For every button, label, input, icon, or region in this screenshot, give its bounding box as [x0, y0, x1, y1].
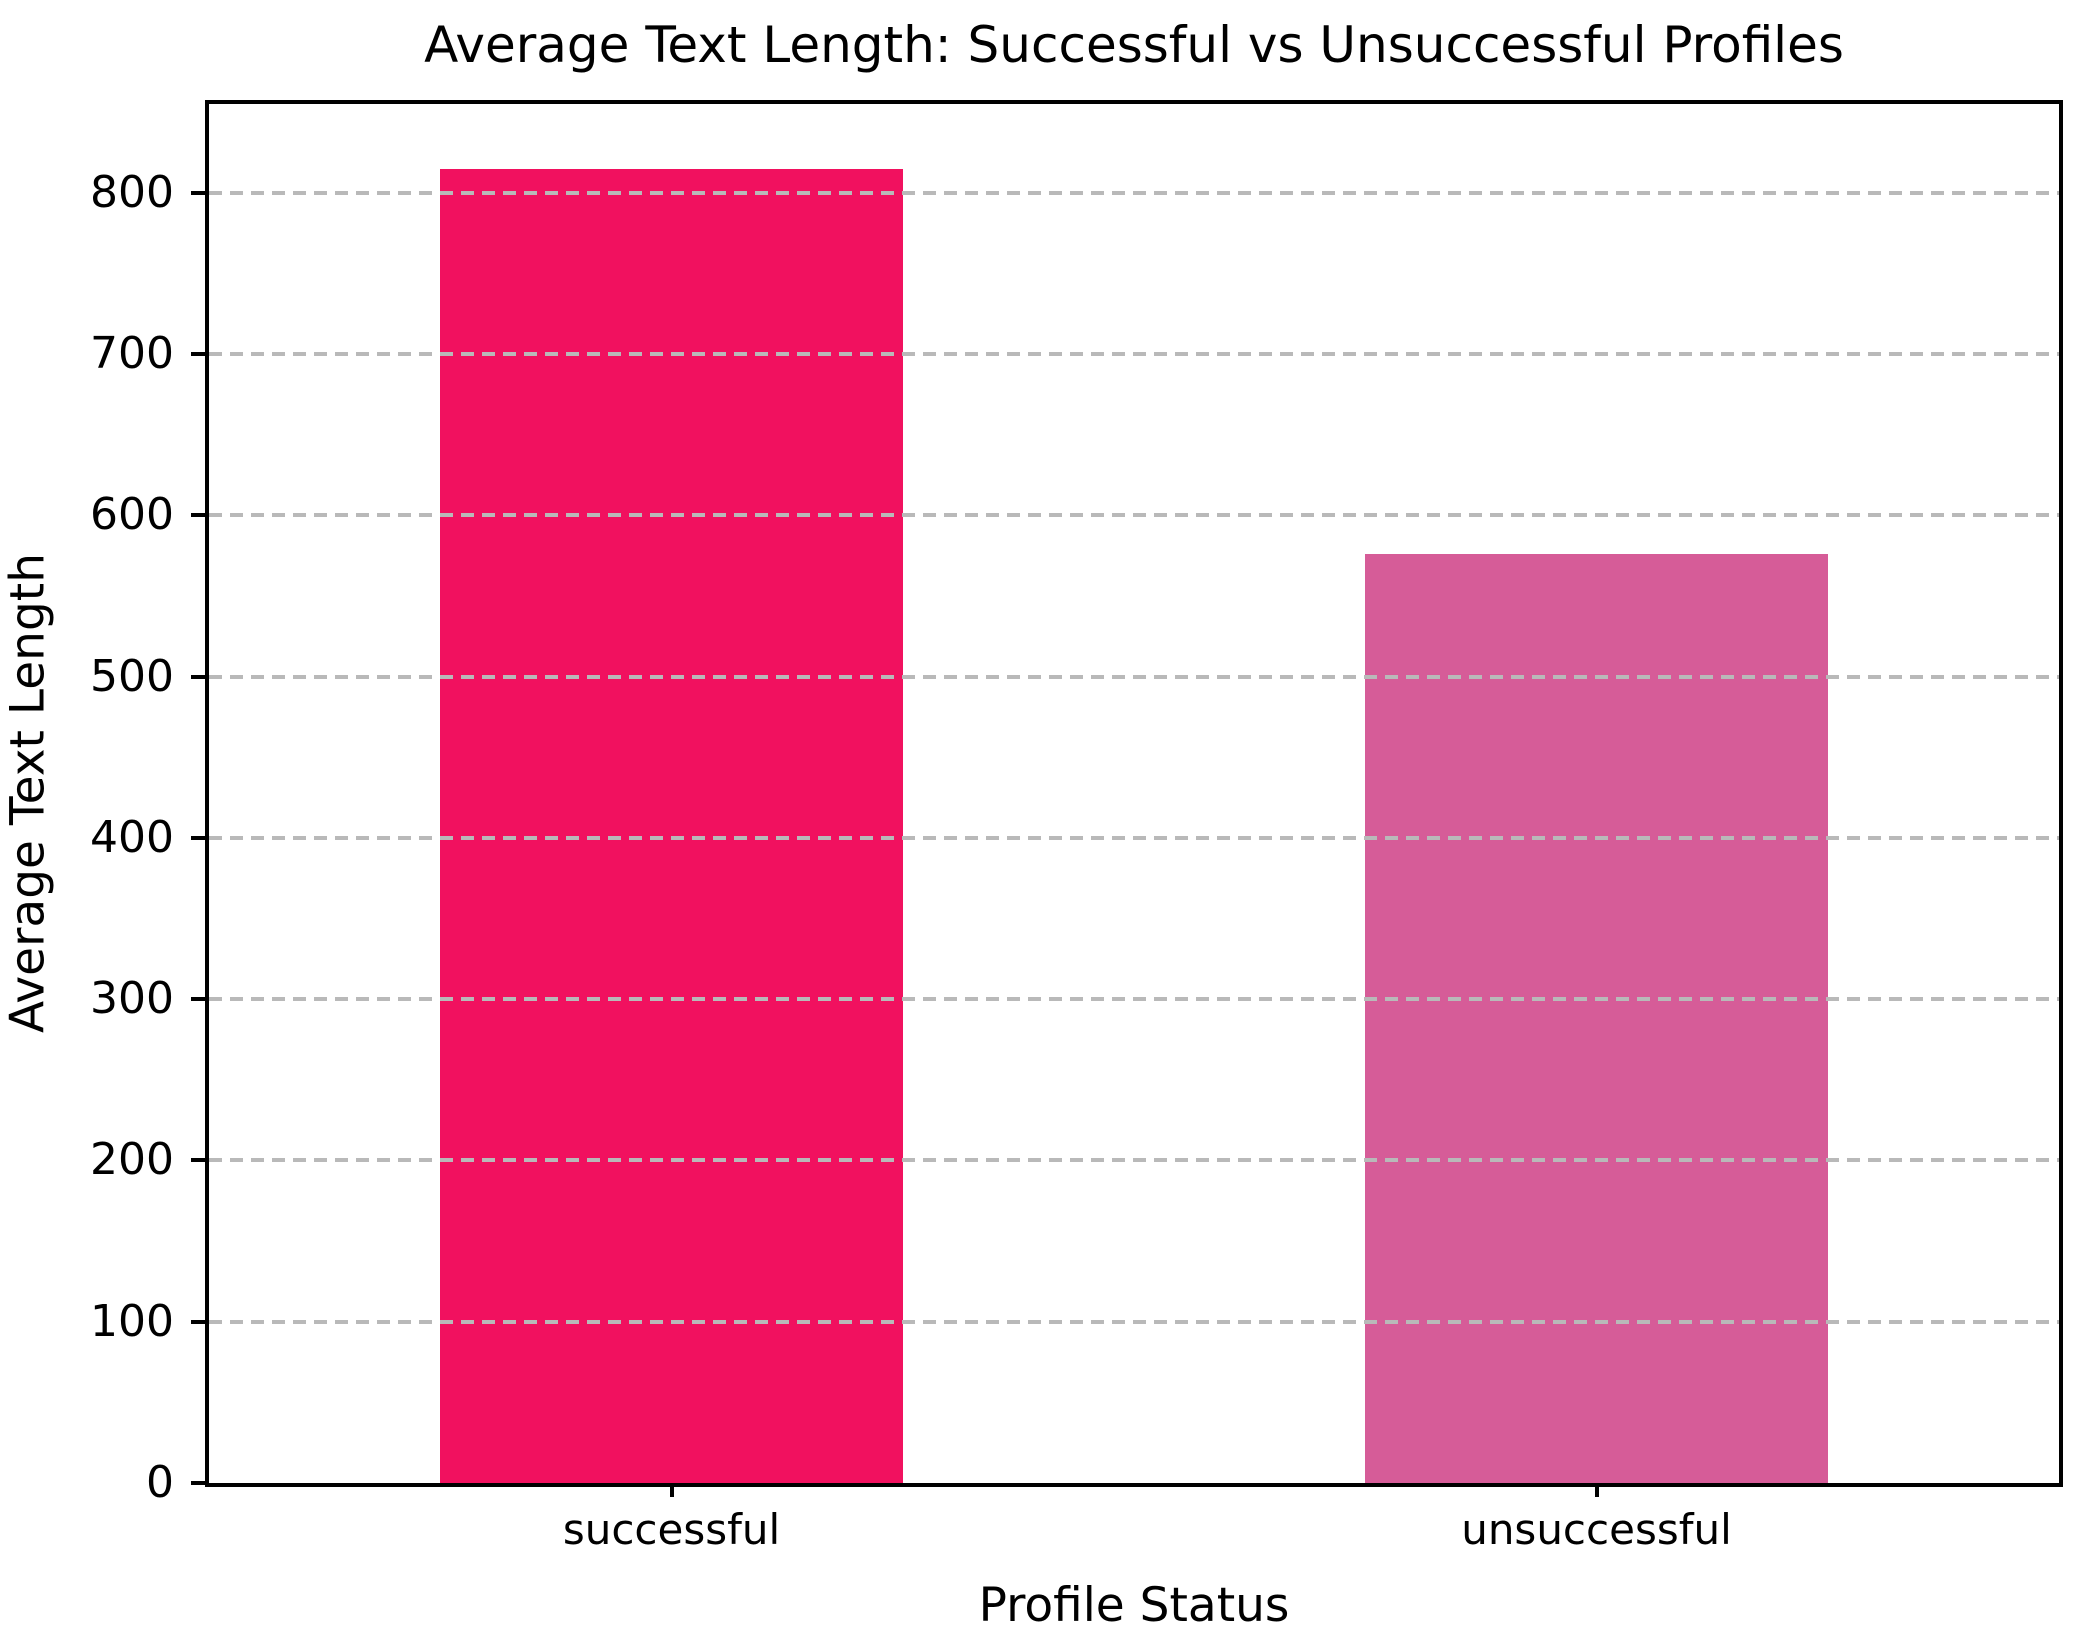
x-tick-label-unsuccessful: unsuccessful	[1461, 1505, 1732, 1554]
y-tick-mark-700	[191, 351, 205, 356]
y-tick-mark-800	[191, 190, 205, 195]
gridline-y-600	[209, 513, 2059, 518]
y-tick-label-0: 0	[146, 1457, 174, 1508]
y-tick-label-500: 500	[90, 650, 174, 702]
gridline-y-200	[209, 1158, 2059, 1163]
gridline-y-500	[209, 674, 2059, 679]
y-tick-label-600: 600	[90, 489, 174, 541]
y-tick-label-200: 200	[90, 1134, 174, 1186]
y-tick-mark-400	[191, 835, 205, 840]
y-tick-mark-500	[191, 674, 205, 679]
y-tick-label-800: 800	[90, 166, 174, 218]
bar-unsuccessful	[1365, 554, 1828, 1483]
y-tick-label-400: 400	[90, 811, 174, 863]
x-tick-label-successful: successful	[562, 1505, 781, 1554]
gridline-y-300	[209, 997, 2059, 1002]
bar-successful	[440, 168, 903, 1483]
gridline-y-800	[209, 190, 2059, 195]
x-tick-mark-successful	[669, 1483, 674, 1497]
gridline-y-700	[209, 351, 2059, 356]
y-tick-mark-200	[191, 1158, 205, 1163]
y-tick-mark-0	[191, 1481, 205, 1485]
y-tick-label-700: 700	[90, 327, 174, 379]
y-tick-mark-100	[191, 1319, 205, 1324]
gridline-y-400	[209, 835, 2059, 840]
y-tick-label-300: 300	[90, 973, 174, 1025]
chart-title: Average Text Length: Successful vs Unsuc…	[424, 16, 1844, 74]
plot-area: 0 100 200 300 400 500 600 700 800 successful unsu…	[90, 100, 2063, 1551]
y-axis-label: Average Text Length	[0, 552, 56, 1034]
x-tick-mark-unsuccessful	[1594, 1483, 1599, 1497]
y-tick-mark-300	[191, 997, 205, 1002]
plot-inner: 0 100 200 300 400 500 600 700 800 successful unsu…	[90, 104, 2059, 1551]
x-axis-label: Profile Status	[978, 1578, 1290, 1633]
y-tick-label-100: 100	[90, 1295, 174, 1347]
y-tick-mark-600	[191, 513, 205, 518]
gridline-y-100	[209, 1319, 2059, 1324]
